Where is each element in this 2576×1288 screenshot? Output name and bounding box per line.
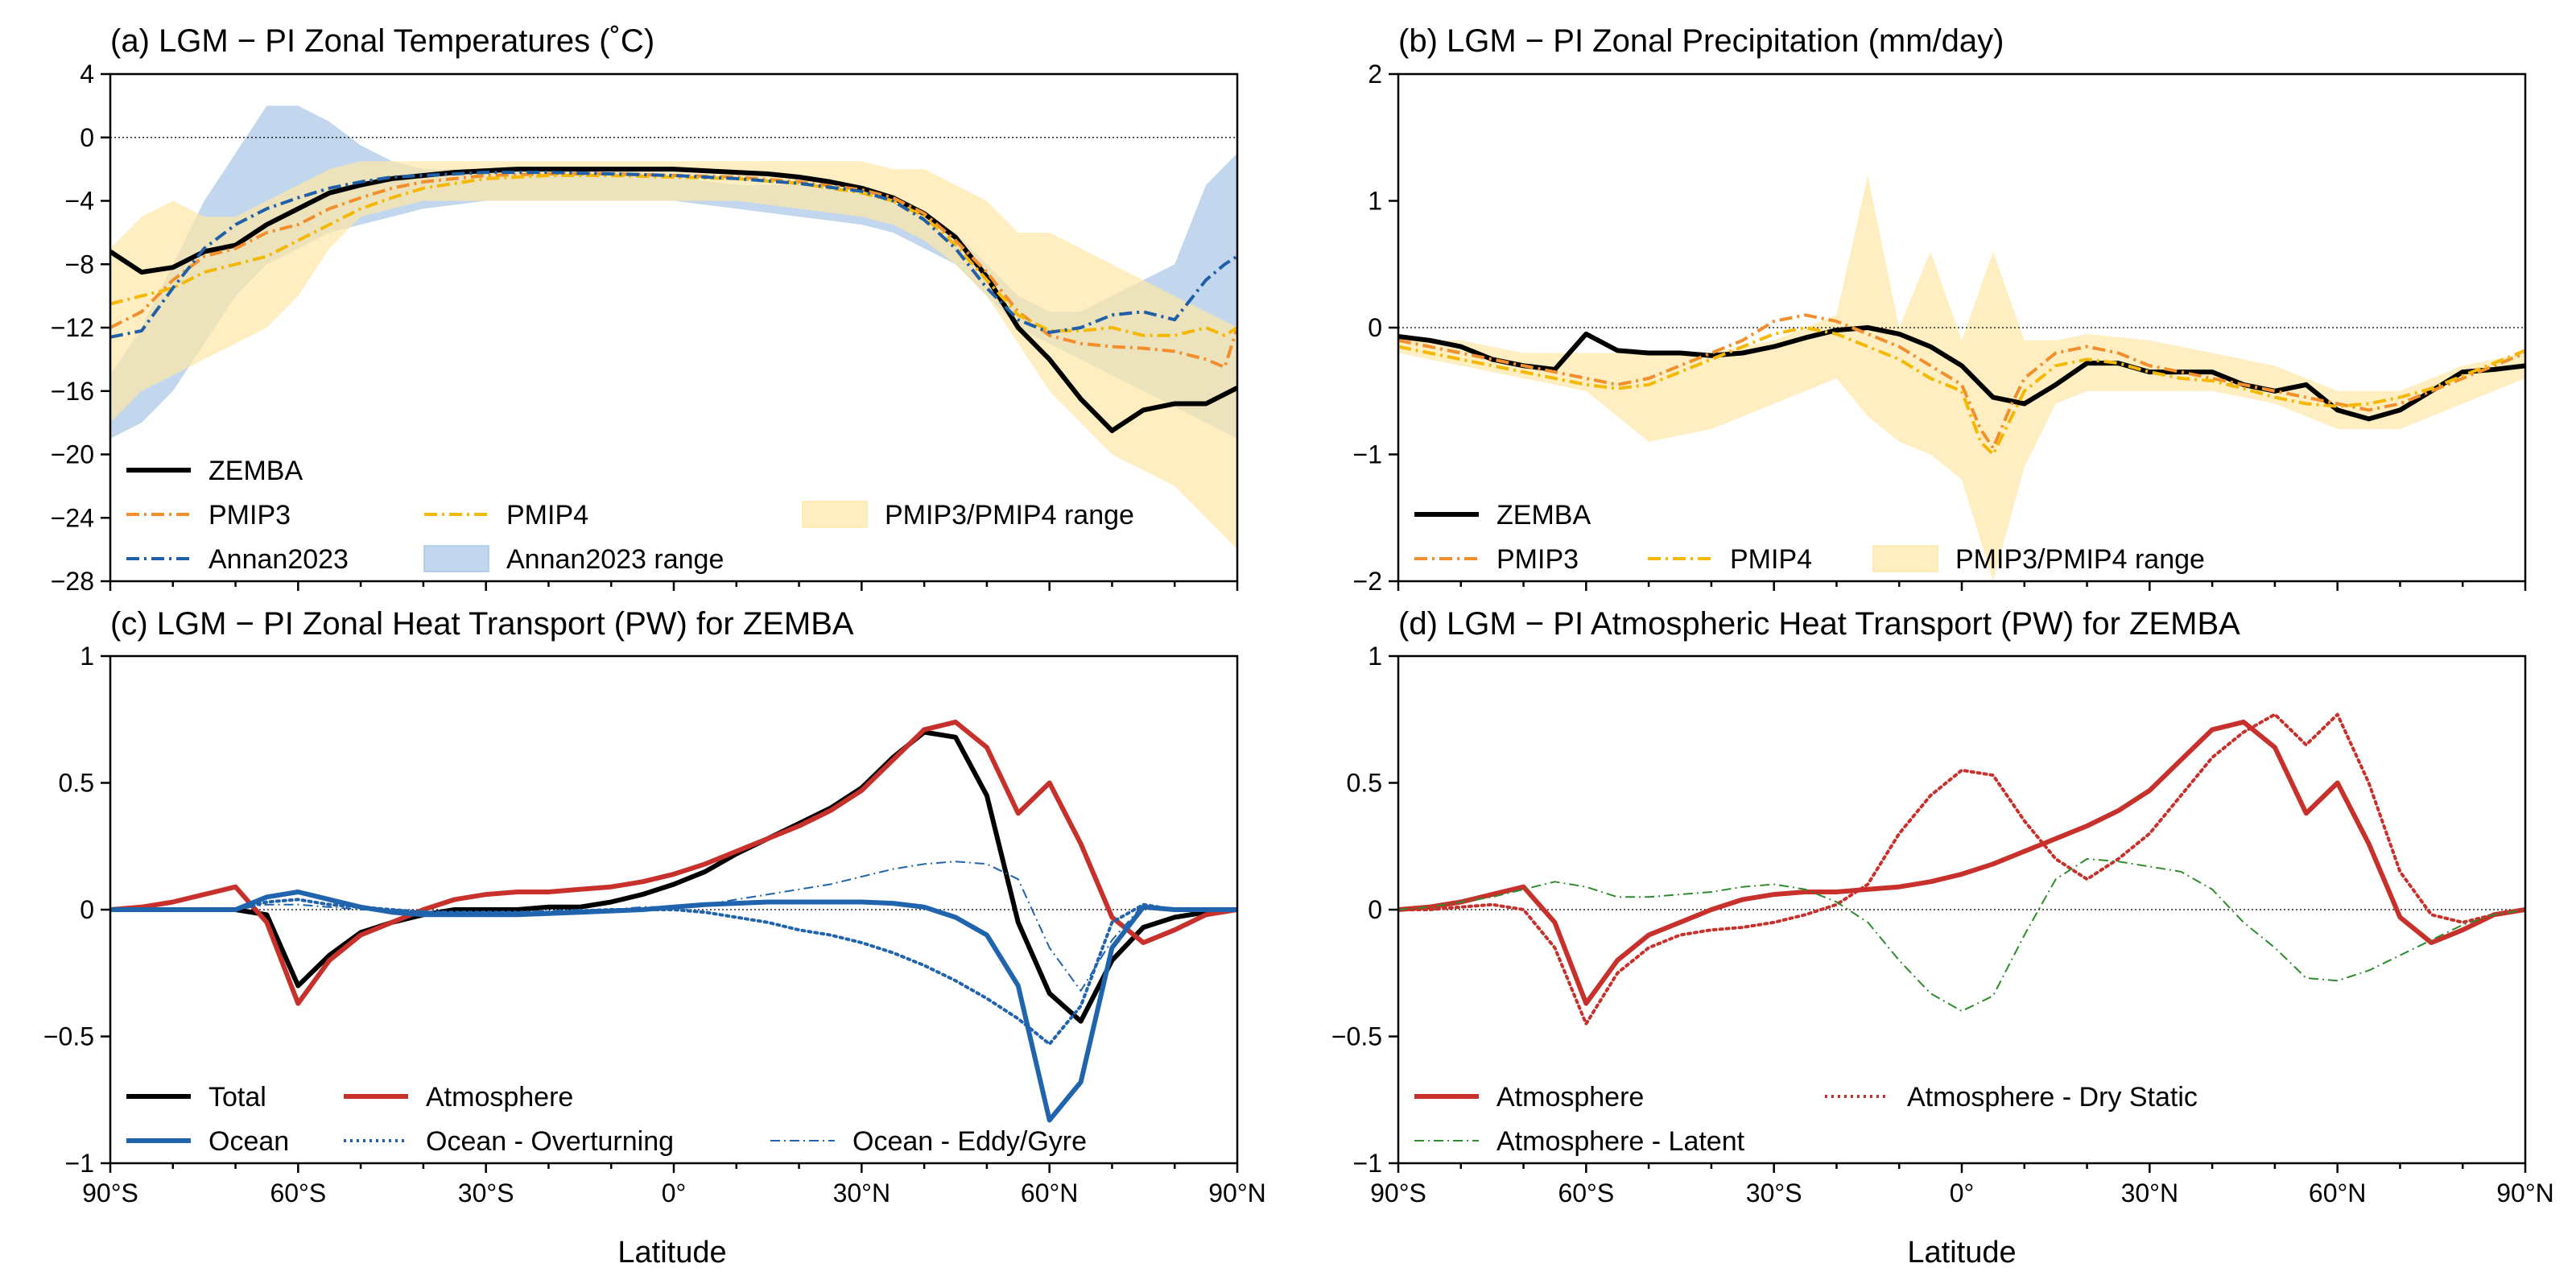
panel-d-xtick-label: 0° (1950, 1179, 1975, 1208)
panel-c-legend-label-ocean: Ocean (208, 1126, 289, 1157)
panel-a-legend-label-pmip3: PMIP3 (208, 500, 291, 530)
panel-c-legend: Total Atmosphere Ocean Ocean - Overturning O… (126, 1082, 1087, 1157)
panel-c-ytick-label: −0.5 (43, 1022, 94, 1051)
panel-b-ytick-label: 1 (1368, 187, 1382, 216)
panel-b-legend-label-pmip3-pmip4-range: PMIP3/PMIP4 range (1955, 544, 2205, 575)
panel-a-ytick-label: −12 (51, 313, 94, 342)
panel-d-xtick-label: 30°N (2121, 1179, 2179, 1208)
panel-b-ytick-label: 0 (1368, 313, 1382, 342)
panel-a-ytick-label: −24 (51, 503, 94, 532)
panel-d-ytick-label: −1 (1353, 1149, 1382, 1178)
panel-b-legend-label-pmip3: PMIP3 (1496, 544, 1579, 575)
panel-c-xtick-label: 90°S (82, 1179, 138, 1208)
panel-a-legend-label-zemba: ZEMBA (208, 456, 303, 486)
panel-a-legend-swatch-pmip3-pmip4-range (802, 501, 868, 528)
panel-c-xtick-label: 60°N (1021, 1179, 1079, 1208)
panel-d-plot-area (1398, 712, 2525, 1026)
panel-c-ytick-label: 0 (80, 895, 94, 924)
panel-d-legend-label-atmosphere: Atmosphere (1496, 1082, 1644, 1113)
panel-c-legend-label-ocean-overturning: Ocean - Overturning (426, 1126, 674, 1157)
panel-a-series-annan2023 (110, 171, 1237, 339)
panel-a-ytick-label: 4 (80, 60, 94, 89)
panel-d-xtick-label: 90°S (1370, 1179, 1426, 1208)
panel-a-legend-swatch-annan2023-range (423, 545, 489, 572)
panel-d-ytick-label: 0.5 (1347, 769, 1382, 798)
panel-c-series-ocean-eddy-gyre (110, 861, 1237, 992)
panel-c-xtick-label: 0° (662, 1179, 687, 1208)
panel-d-legend: Atmosphere Atmosphere - Dry Static Atmosph… (1414, 1082, 2198, 1157)
panel-c-ytick-label: −1 (65, 1149, 94, 1178)
panel-b-ytick-label: 2 (1368, 60, 1382, 89)
panel-a-legend-label-annan2023: Annan2023 (208, 544, 349, 575)
panel-c-xtick-label: 60°S (270, 1179, 326, 1208)
panel-d-atmospheric-heat-transport: (d) LGM − PI Atmospheric Heat Transport … (1331, 606, 2554, 1269)
panel-a-legend-label-pmip4: PMIP4 (506, 500, 588, 530)
panel-d-xlabel: Latitude (1907, 1236, 2016, 1269)
panel-a-ytick-label: 0 (80, 123, 94, 152)
panel-c-series-ocean-overturning (110, 898, 1237, 1046)
panel-d-series-atmosphere-latent (1398, 858, 2525, 1012)
panel-d-xtick-label: 30°S (1746, 1179, 1802, 1208)
panel-b-legend: ZEMBA PMIP3 PMIP4 PMIP3/PMIP4 range (1414, 500, 2205, 575)
panel-d-legend-label-atmosphere-latent: Atmosphere - Latent (1496, 1126, 1745, 1157)
panel-c-legend-label-total: Total (208, 1082, 266, 1113)
panel-d-ytick-label: 1 (1368, 642, 1382, 671)
panel-c-legend-label-ocean-eddy-gyre: Ocean - Eddy/Gyre (852, 1126, 1087, 1157)
panel-c-series-total (110, 729, 1237, 1024)
panel-a-series-zemba (110, 167, 1237, 433)
panel-a-band-pmip3-pmip4-range (110, 161, 1237, 550)
panel-c-legend-label-atmosphere: Atmosphere (426, 1082, 573, 1113)
panel-c-ytick-label: 1 (80, 642, 94, 671)
panel-a-plot-area (110, 105, 1237, 550)
panel-c-xlabel: Latitude (617, 1236, 726, 1269)
panel-b-series-zemba (1398, 325, 2525, 422)
panel-b-ytick-label: −2 (1353, 567, 1382, 596)
panel-b-legend-label-zemba: ZEMBA (1496, 500, 1591, 530)
panel-b-legend-label-pmip4: PMIP4 (1730, 544, 1812, 575)
panel-a-legend-label-pmip3-pmip4-range: PMIP3/PMIP4 range (885, 500, 1134, 530)
panel-a-temperature: (a) LGM − PI Zonal Temperatures (˚C) 4 0 −… (51, 23, 1239, 596)
panel-a-series-pmip3 (110, 172, 1237, 369)
panel-b-precipitation: (b) LGM − PI Zonal Precipitation (mm/day… (1353, 23, 2527, 596)
panel-d-title: (d) LGM − PI Atmospheric Heat Transport … (1398, 606, 2240, 642)
panel-b-title: (b) LGM − PI Zonal Precipitation (mm/day… (1398, 23, 2004, 59)
panel-d-series-atmosphere-dry-static (1398, 712, 2525, 1026)
panel-c-xtick-label: 30°S (458, 1179, 514, 1208)
panel-c-xtick-label: 30°N (833, 1179, 891, 1208)
panel-b-legend-swatch-pmip3-pmip4-range (1872, 545, 1938, 572)
panel-c-ytick-label: 0.5 (59, 769, 94, 798)
panel-b-series-pmip3 (1398, 313, 2525, 450)
panel-a-ytick-label: −4 (65, 187, 94, 216)
panel-a-title: (a) LGM − PI Zonal Temperatures (˚C) (110, 23, 654, 59)
panel-a-legend-label-annan2023-range: Annan2023 range (506, 544, 724, 575)
panel-d-ytick-label: 0 (1368, 895, 1382, 924)
panel-a-ytick-label: −28 (51, 567, 94, 596)
panel-b-ytick-label: −1 (1353, 440, 1382, 469)
panel-a-ytick-label: −20 (51, 440, 94, 469)
panel-b-plot-area (1398, 175, 2525, 581)
panel-d-xtick-label: 60°N (2309, 1179, 2367, 1208)
panel-d-xtick-label: 60°S (1558, 1179, 1614, 1208)
panel-d-series-atmosphere (1398, 719, 2525, 1006)
panel-c-series-atmosphere (110, 719, 1237, 1006)
panel-d-legend-label-atmosphere-dry-static: Atmosphere - Dry Static (1907, 1082, 2198, 1113)
panel-a-legend: ZEMBA PMIP3 PMIP4 PMIP3/PMIP4 range Annan202… (126, 456, 1134, 575)
panel-c-heat-transport: (c) LGM − PI Zonal Heat Transport (PW) f… (43, 606, 1266, 1269)
panel-c-title: (c) LGM − PI Zonal Heat Transport (PW) f… (110, 606, 854, 642)
panel-d-ytick-label: −0.5 (1331, 1022, 1382, 1051)
panel-b-band-pmip3-pmip4-range (1398, 175, 2525, 581)
panel-c-plot-area (110, 719, 1237, 1123)
panel-b-series-pmip4 (1398, 326, 2525, 456)
panel-a-ytick-label: −8 (65, 250, 94, 279)
panel-c-xtick-label: 90°N (1208, 1179, 1266, 1208)
panel-d-xtick-label: 90°N (2496, 1179, 2554, 1208)
panel-a-ytick-label: −16 (51, 377, 94, 406)
